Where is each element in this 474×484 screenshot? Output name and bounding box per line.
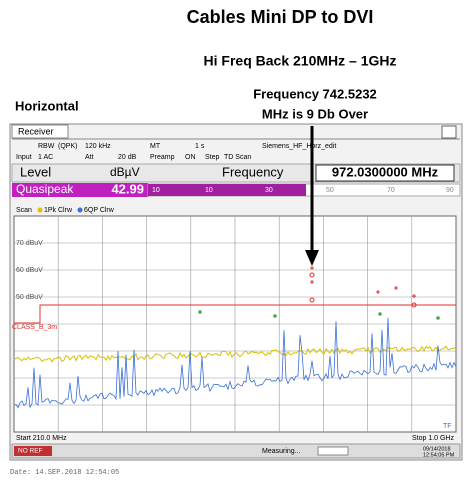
setting: MT bbox=[150, 143, 161, 150]
status-time: 12:54:05 PM bbox=[423, 452, 455, 458]
setting: (QPK) bbox=[58, 143, 77, 150]
peak-markers bbox=[309, 266, 417, 308]
setting: Input bbox=[16, 154, 32, 161]
scan-trace: 6QP Clrw bbox=[84, 207, 115, 214]
setting: 20 dB bbox=[118, 154, 137, 161]
y-label: 50 dBuV bbox=[16, 294, 43, 301]
legend-dot bbox=[77, 207, 83, 213]
y-label: 70 dBuV bbox=[16, 240, 43, 247]
scale-label: 70 bbox=[387, 187, 395, 194]
setting: ON bbox=[185, 154, 196, 161]
trace bbox=[13, 345, 457, 363]
setting: RBW bbox=[38, 143, 55, 150]
annotation: MHz is 9 Db Over bbox=[262, 106, 368, 121]
setting: Step bbox=[205, 154, 220, 161]
scan: Scan bbox=[16, 207, 32, 214]
unit: dBµV bbox=[110, 165, 140, 179]
arrow-head bbox=[305, 250, 319, 266]
stop: Stop 1.0 GHz bbox=[412, 435, 455, 442]
tab[interactable] bbox=[11, 124, 69, 139]
scan-trace: 1Pk Clrw bbox=[44, 207, 73, 214]
tab-label: Receiver bbox=[18, 126, 54, 136]
limit-label: CLASS_B_3m bbox=[12, 324, 57, 331]
grid bbox=[14, 216, 456, 432]
subtitle: Hi Freq Back 210MHz – 1GHz bbox=[204, 53, 397, 69]
setting: Att bbox=[85, 154, 94, 161]
trace bbox=[13, 317, 457, 409]
frequency: 972.0300000 MHz bbox=[332, 164, 439, 179]
status: NO REF bbox=[18, 448, 43, 455]
y-label: 60 dBuV bbox=[16, 267, 43, 274]
start: Start 210.0 MHz bbox=[16, 435, 67, 442]
status-date: 09/14/2018 bbox=[423, 446, 451, 452]
setting: TD Scan bbox=[224, 154, 251, 161]
status: Measuring... bbox=[262, 448, 301, 455]
footer: Date: 14.SEP.2018 12:54:05 bbox=[10, 469, 119, 477]
scale-label: 10 bbox=[152, 187, 160, 194]
annotation: Frequency 742.5232 bbox=[253, 86, 377, 101]
detector: Quasipeak bbox=[16, 182, 74, 196]
level-label: Level bbox=[20, 164, 51, 179]
settings: RBW (QPK) 120 kHz MT 1 s Siemens_HF_Horz… bbox=[16, 143, 336, 161]
setting: Preamp bbox=[150, 154, 175, 161]
title: Cables Mini DP to DVI bbox=[187, 7, 374, 27]
setting: 120 kHz bbox=[85, 143, 111, 150]
qp-markers bbox=[198, 310, 440, 320]
scale-label: 10 bbox=[205, 187, 213, 194]
ref-box bbox=[14, 446, 52, 456]
scale-label: 30 bbox=[265, 187, 273, 194]
marker: TF bbox=[443, 423, 452, 430]
setting: 1 AC bbox=[38, 154, 53, 161]
orientation: Horizontal bbox=[15, 98, 79, 113]
setting: 1 s bbox=[195, 143, 205, 150]
setting: Siemens_HF_Horz_edit bbox=[262, 143, 336, 150]
legend-dot bbox=[37, 207, 43, 213]
detector-box bbox=[12, 183, 148, 197]
bar-fill bbox=[148, 184, 306, 196]
frequency-box bbox=[315, 164, 455, 182]
frequency-label: Frequency bbox=[222, 164, 284, 179]
scale-label: 90 bbox=[446, 187, 454, 194]
progress bbox=[317, 446, 349, 456]
status-bar bbox=[11, 443, 461, 459]
scale-label: 50 bbox=[326, 187, 334, 194]
reading: 42.99 bbox=[111, 181, 144, 196]
limit-line bbox=[14, 304, 456, 324]
icon[interactable] bbox=[441, 125, 457, 139]
bar-scale: 10 10 30 50 70 90 bbox=[152, 187, 454, 194]
